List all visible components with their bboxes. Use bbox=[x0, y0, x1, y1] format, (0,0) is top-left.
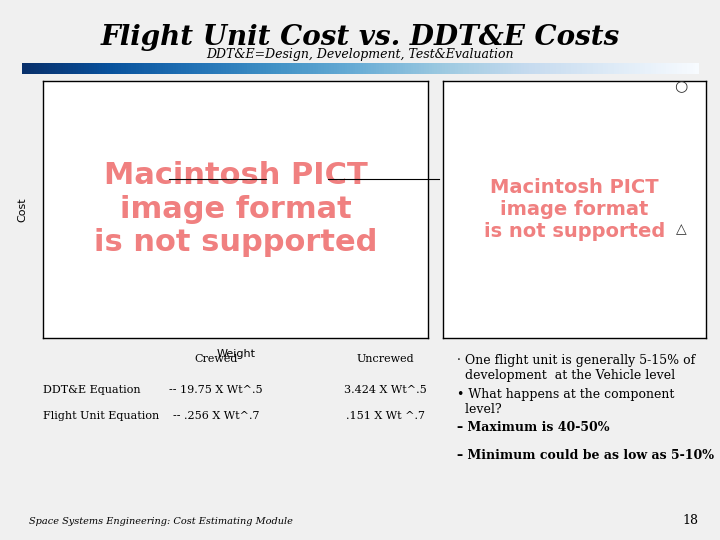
Text: -- .256 X Wt^.7: -- .256 X Wt^.7 bbox=[173, 411, 259, 421]
Text: Weight: Weight bbox=[216, 349, 256, 359]
Text: • What happens at the component
  level?: • What happens at the component level? bbox=[457, 388, 675, 416]
Text: ○: ○ bbox=[675, 79, 688, 94]
Text: Flight Unit Equation: Flight Unit Equation bbox=[43, 411, 159, 421]
Text: Cost: Cost bbox=[17, 197, 27, 221]
Text: .151 X Wt ^.7: .151 X Wt ^.7 bbox=[346, 411, 425, 421]
Text: DDT&E Equation: DDT&E Equation bbox=[43, 385, 141, 395]
Text: · One flight unit is generally 5-15% of
  development  at the Vehicle level: · One flight unit is generally 5-15% of … bbox=[457, 354, 696, 382]
Text: – Minimum could be as low as 5-10%: – Minimum could be as low as 5-10% bbox=[457, 449, 714, 462]
Text: △: △ bbox=[676, 222, 686, 237]
Text: DDT&E=Design, Development, Test&Evaluation: DDT&E=Design, Development, Test&Evaluati… bbox=[206, 48, 514, 60]
Text: – Maximum is 40-50%: – Maximum is 40-50% bbox=[457, 421, 610, 434]
Text: Macintosh PICT
image format
is not supported: Macintosh PICT image format is not suppo… bbox=[484, 178, 665, 241]
Text: Space Systems Engineering: Cost Estimating Module: Space Systems Engineering: Cost Estimati… bbox=[29, 517, 292, 526]
Text: -- 19.75 X Wt^.5: -- 19.75 X Wt^.5 bbox=[169, 385, 263, 395]
Text: Flight Unit Cost vs. DDT&E Costs: Flight Unit Cost vs. DDT&E Costs bbox=[100, 24, 620, 51]
Text: Uncrewed: Uncrewed bbox=[356, 354, 414, 364]
Text: 3.424 X Wt^.5: 3.424 X Wt^.5 bbox=[344, 385, 426, 395]
Text: 18: 18 bbox=[683, 514, 698, 526]
Text: Macintosh PICT
image format
is not supported: Macintosh PICT image format is not suppo… bbox=[94, 161, 377, 258]
Text: Crewed: Crewed bbox=[194, 354, 238, 364]
